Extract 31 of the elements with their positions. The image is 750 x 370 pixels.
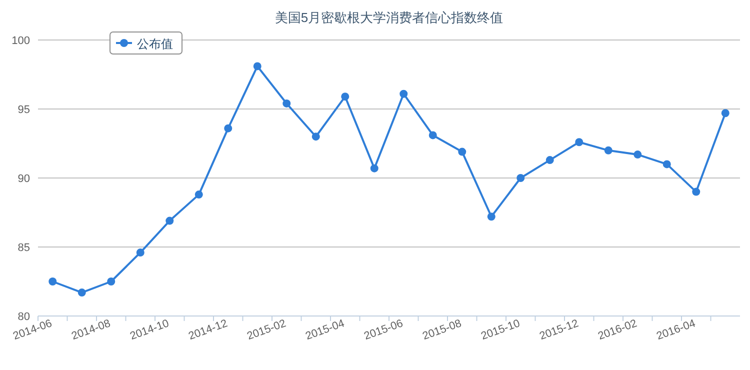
point	[166, 216, 174, 225]
point	[341, 92, 350, 101]
y-tick-label: 100	[12, 35, 30, 47]
point	[107, 278, 116, 286]
point	[194, 190, 203, 199]
point	[721, 109, 730, 118]
point	[370, 164, 378, 172]
point	[634, 150, 642, 159]
legend-label: 公布值	[137, 37, 173, 51]
point	[224, 124, 232, 132]
point	[400, 90, 408, 98]
point	[516, 174, 525, 182]
point	[546, 156, 554, 164]
point	[428, 131, 437, 140]
point	[312, 132, 320, 141]
point	[48, 278, 57, 286]
point	[282, 99, 291, 108]
point	[487, 212, 496, 221]
chart-title: 美国5月密歇根大学消费者信心指数终值	[274, 10, 504, 25]
point	[575, 138, 584, 146]
y-tick-label: 80	[18, 311, 30, 323]
point	[458, 148, 466, 156]
point	[136, 248, 144, 257]
point	[662, 160, 671, 168]
point	[78, 288, 86, 297]
y-tick-label: 95	[18, 104, 30, 116]
point	[253, 62, 262, 70]
point	[692, 188, 700, 196]
y-tick-label: 85	[18, 242, 30, 254]
y-tick-label: 90	[18, 173, 30, 185]
point	[604, 146, 612, 154]
